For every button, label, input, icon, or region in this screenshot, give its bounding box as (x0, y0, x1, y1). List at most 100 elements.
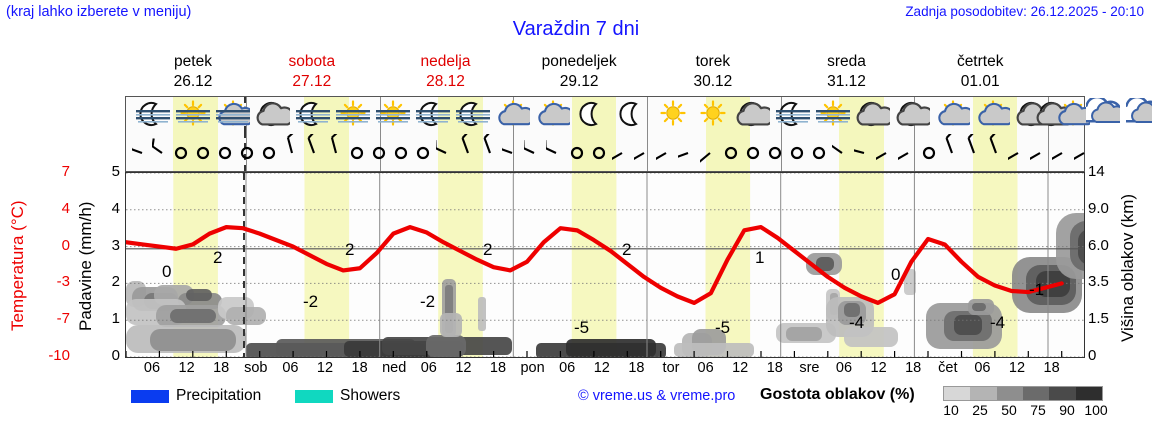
x-tick-label: 06 (697, 360, 714, 376)
precipitation-tick: 4 (111, 199, 120, 217)
temperature-value-label: -1 (1029, 280, 1045, 299)
daylight-band (304, 132, 350, 171)
x-tick-label: 12 (178, 360, 195, 376)
day-name: sreda (827, 53, 866, 70)
cloud-density-swatch (996, 387, 1023, 400)
cloud-density-swatch (1075, 387, 1102, 400)
calm-wind-symbol (194, 134, 224, 168)
x-tick-label: 12 (455, 360, 472, 376)
cloud-density-swatch (1049, 387, 1076, 400)
moon-cloud-icon (736, 98, 775, 132)
wind-barb (942, 131, 972, 168)
cloud-density-swatch (970, 387, 997, 400)
precipitation-tick: 2 (111, 273, 120, 291)
x-tick-label: čet (938, 360, 958, 376)
last-update-label: Zadnja posodobitev: 26.12.2025 - 20:10 (905, 4, 1144, 19)
x-tick-label: 12 (732, 360, 749, 376)
temperature-tick: -7 (56, 310, 70, 328)
temperature-value-label: -5 (574, 318, 590, 337)
current-time-marker (244, 132, 246, 171)
x-tick-label: tor (662, 360, 680, 376)
calm-wind-symbol (722, 134, 752, 168)
moon-cloud-icon (256, 98, 295, 132)
chart-svg (126, 173, 1084, 357)
calm-wind-symbol (260, 134, 290, 168)
moon-cloud-icon (896, 98, 935, 132)
calm-wind-symbol (590, 134, 620, 168)
daylight-band (705, 132, 751, 171)
cloudheight-tick: 9.0 (1088, 199, 1109, 217)
moon-fog-icon (416, 98, 450, 132)
sun-cloud-icon (936, 98, 975, 132)
temperature-value-label: 0 (891, 265, 901, 284)
x-tick-label: 06 (835, 360, 853, 376)
day-separator (647, 132, 649, 171)
legend-swatch-showers (295, 389, 333, 403)
meteogram-chart (125, 172, 1085, 358)
calm-wind-symbol (568, 134, 598, 168)
copyright-label[interactable]: © vreme.us & vreme.pro (578, 388, 736, 404)
calm-wind-symbol (414, 134, 444, 168)
moon-fog-icon (296, 98, 330, 132)
temperature-tick: -3 (56, 273, 70, 291)
cloud-density-scale-label: 90 (1059, 402, 1075, 418)
precipitation-tick: 1 (111, 310, 120, 328)
moon-icon (616, 98, 650, 132)
day-date: 26.12 (173, 73, 213, 90)
temperature-value-label: 2 (483, 240, 493, 259)
temperature-value-label: 2 (213, 248, 223, 267)
day-date: 30.12 (693, 73, 733, 90)
temperature-value-label: -2 (420, 292, 436, 311)
x-tick-label: 18 (628, 360, 645, 376)
calm-wind-symbol (216, 134, 246, 168)
temperature-axis-ticks: 7 4 0 -3 -7 -10 (34, 163, 70, 364)
temperature-value-label: 2 (622, 240, 632, 259)
day-separator (513, 132, 515, 171)
moon-fog-icon (776, 98, 810, 132)
calm-wind-symbol (788, 134, 818, 168)
cloudheight-tick: 6.0 (1088, 236, 1109, 254)
legend-swatch-precipitation (131, 389, 169, 403)
day-date: 28.12 (426, 73, 465, 90)
cloudheight-tick: 3.5 (1088, 273, 1109, 291)
x-tick-label: 12 (1008, 360, 1026, 376)
precipitation-axis-title: Padavine (mm/h) (76, 201, 95, 331)
day-name: torek (695, 53, 731, 70)
calm-wind-symbol (348, 134, 378, 168)
day-separator (647, 97, 649, 132)
precipitation-axis-ticks: 5 4 3 2 1 0 (100, 163, 122, 364)
wind-barb (964, 131, 994, 168)
x-tick-label: 06 (143, 360, 161, 376)
calm-wind-symbol (744, 134, 774, 168)
sun-cloud-icon (496, 98, 535, 132)
wind-barb (326, 131, 356, 168)
cloudheight-tick: 14 (1088, 163, 1105, 180)
day-header-sobota: sobota 27.12 (242, 52, 382, 94)
sun-fog-icon (376, 98, 410, 132)
day-separator (246, 132, 247, 171)
cloud-density-scale-label: 10 (943, 402, 959, 418)
legend-label-showers: Showers (340, 387, 401, 404)
moon-fog-icon (456, 98, 490, 132)
day-header-nedelja: nedelja 28.12 (376, 52, 516, 94)
day-date: 29.12 (559, 73, 599, 90)
precipitation-tick: 5 (111, 163, 120, 180)
calm-wind-symbol (172, 134, 202, 168)
calm-wind-symbol (810, 134, 840, 168)
wind-barb (458, 131, 488, 168)
x-tick-label: 12 (870, 360, 887, 376)
daylight-band (438, 132, 483, 171)
x-tick-label: 06 (974, 360, 991, 376)
sun-cloud-icon (1056, 98, 1095, 132)
sun-fog-icon (336, 98, 370, 132)
day-header-sreda: sreda 31.12 (777, 52, 917, 94)
cloud-density-scale-labels: 10 25 50 75 90 100 (935, 402, 1115, 420)
day-header-ponedeljek: ponedeljek 29.12 (509, 52, 649, 94)
location-menu-note[interactable]: (kraj lahko izberete v meniju) (6, 4, 192, 20)
wind-barb (986, 131, 1016, 168)
cloudheight-tick: 1.5 (1088, 310, 1109, 328)
cloudheight-axis-ticks: 14 9.0 6.0 3.5 1.5 0 (1088, 163, 1128, 364)
wind-barb (304, 131, 334, 168)
moon-cloud-icon (856, 98, 895, 132)
temperature-value-label: 0 (162, 262, 172, 281)
